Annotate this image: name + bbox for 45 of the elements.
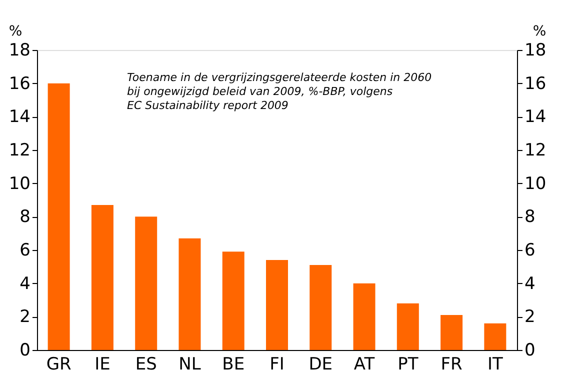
bar <box>310 265 332 350</box>
y-tick-label: 18 <box>8 40 30 60</box>
y2-tick-label: 14 <box>524 107 546 128</box>
x-tick-label: PT <box>398 354 419 374</box>
y2-axis-title: % <box>532 24 546 40</box>
y-tick-label: 10 <box>8 174 30 194</box>
y-tick-label: 8 <box>20 207 30 228</box>
y2-tick-label: 10 <box>524 174 546 194</box>
y2-tick-label: 12 <box>524 140 546 160</box>
y2-tick-label: 18 <box>524 40 546 60</box>
x-tick-label: GR <box>46 354 72 374</box>
y2-tick-label: 8 <box>524 207 536 228</box>
bar <box>266 260 288 350</box>
bar <box>48 83 70 350</box>
y-tick-label: 0 <box>20 340 30 360</box>
text: Toename in de vergrijzingsgerelateerde kosten in 2060 bij ongewijzigd beleid van 2009, %-BBP, volgens EC Sustainability report 2009 <box>127 71 432 112</box>
y-tick-label: 16 <box>8 74 30 94</box>
y2-tick-label: 2 <box>524 307 536 328</box>
y2-tick-label: 4 <box>524 274 536 294</box>
bar <box>396 303 419 350</box>
bar <box>353 283 376 350</box>
y-tick-label: 4 <box>20 274 30 294</box>
x-tick-label: FR <box>440 354 463 374</box>
y2-tick-label: 16 <box>524 74 546 94</box>
y2-tick-label: 0 <box>524 340 536 360</box>
y2-tick-label: 6 <box>524 240 536 260</box>
x-tick-label: AT <box>354 354 376 374</box>
x-tick-label: IT <box>487 354 504 374</box>
y-tick-label: 12 <box>8 140 30 160</box>
y-tick-label: 6 <box>20 240 30 260</box>
bar <box>91 205 114 350</box>
x-tick-label: DE <box>308 354 333 374</box>
bar <box>222 252 244 350</box>
bar <box>178 238 201 350</box>
bar <box>440 315 463 350</box>
y-tick-label: 2 <box>20 307 30 328</box>
x-tick-label: BE <box>222 354 245 374</box>
y-tick-label: 14 <box>8 107 30 128</box>
bar <box>135 216 158 350</box>
x-tick-label: FI <box>270 354 284 374</box>
y-axis-title: % <box>8 24 22 40</box>
bar <box>484 323 506 350</box>
x-tick-label: NL <box>178 354 202 374</box>
x-tick-label: ES <box>135 354 157 374</box>
x-tick-label: IE <box>94 354 110 374</box>
